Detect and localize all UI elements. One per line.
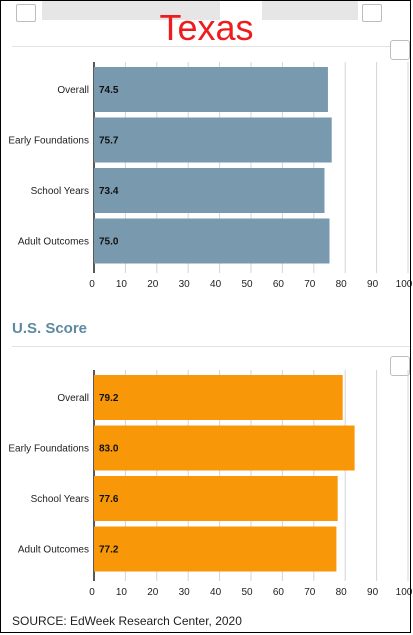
us-tick-label: 40 <box>210 587 222 598</box>
us-tick-label: 10 <box>116 587 128 598</box>
checkbox-left[interactable] <box>16 4 36 22</box>
us-bar[interactable] <box>94 425 355 471</box>
card-divider-top <box>12 46 392 47</box>
checkbox-right[interactable] <box>362 4 382 22</box>
us-score-label: U.S. Score <box>12 320 88 337</box>
source-note: SOURCE: EdWeek Research Center, 2020 <box>12 614 242 628</box>
texas-value-label: 75.7 <box>99 136 119 147</box>
texas-tick-label: 90 <box>367 279 379 290</box>
texas-tick-label: 70 <box>304 279 316 290</box>
page-title: Texas <box>159 7 254 48</box>
top-strip <box>0 0 413 26</box>
us-tick-label: 20 <box>147 587 159 598</box>
texas-tick-label: 80 <box>336 279 348 290</box>
texas-tick-label: 0 <box>89 279 95 290</box>
texas-value-label: 75.0 <box>99 237 119 248</box>
us-value-label: 79.2 <box>99 393 119 404</box>
texas-bar[interactable] <box>94 67 328 112</box>
us-bar[interactable] <box>94 526 337 572</box>
texas-tick-label: 40 <box>210 279 222 290</box>
texas-value-label: 73.4 <box>99 186 119 197</box>
us-tick-label: 0 <box>89 587 95 598</box>
us-tick-label: 100 <box>396 587 413 598</box>
card-divider-bottom <box>12 346 410 347</box>
us-value-label: 83.0 <box>99 444 119 455</box>
expand-box-top[interactable] <box>390 40 410 60</box>
texas-tick-label: 20 <box>147 279 159 290</box>
texas-bar[interactable] <box>94 218 330 264</box>
texas-tick-label: 10 <box>116 279 128 290</box>
us-category-label: School Years <box>31 494 89 505</box>
texas-tick-label: 100 <box>396 279 413 290</box>
texas-bar[interactable] <box>94 168 325 213</box>
us-value-label: 77.6 <box>99 494 119 505</box>
texas-value-label: 74.5 <box>99 85 119 96</box>
texas-category-label: School Years <box>31 186 89 197</box>
texas-tick-label: 30 <box>179 279 191 290</box>
us-tick-label: 90 <box>367 587 379 598</box>
us-tick-label: 50 <box>241 587 253 598</box>
texas-tick-label: 60 <box>273 279 285 290</box>
us-tick-label: 80 <box>336 587 348 598</box>
us-bar[interactable] <box>94 476 338 521</box>
expand-box-bottom[interactable] <box>390 356 410 376</box>
us-tick-label: 70 <box>304 587 316 598</box>
texas-tick-label: 50 <box>241 279 253 290</box>
us-tick-label: 60 <box>273 587 285 598</box>
us-category-label: Adult Outcomes <box>18 545 89 556</box>
strip-bar-left <box>42 0 220 20</box>
us-tick-label: 30 <box>179 587 191 598</box>
us-bar[interactable] <box>94 375 343 420</box>
texas-chart: Overall 74.5 Early Foundations 75.7 School Y… <box>8 62 413 290</box>
us-chart: Overall 79.2 Early Foundations 83.0 School Y… <box>8 370 413 598</box>
texas-category-label: Adult Outcomes <box>18 237 89 248</box>
texas-category-label: Overall <box>57 85 89 96</box>
us-value-label: 77.2 <box>99 545 119 556</box>
texas-category-label: Early Foundations <box>8 136 89 147</box>
texas-bar[interactable] <box>94 117 332 163</box>
us-category-label: Early Foundations <box>8 444 89 455</box>
strip-bar-right <box>262 0 358 20</box>
us-category-label: Overall <box>57 393 89 404</box>
